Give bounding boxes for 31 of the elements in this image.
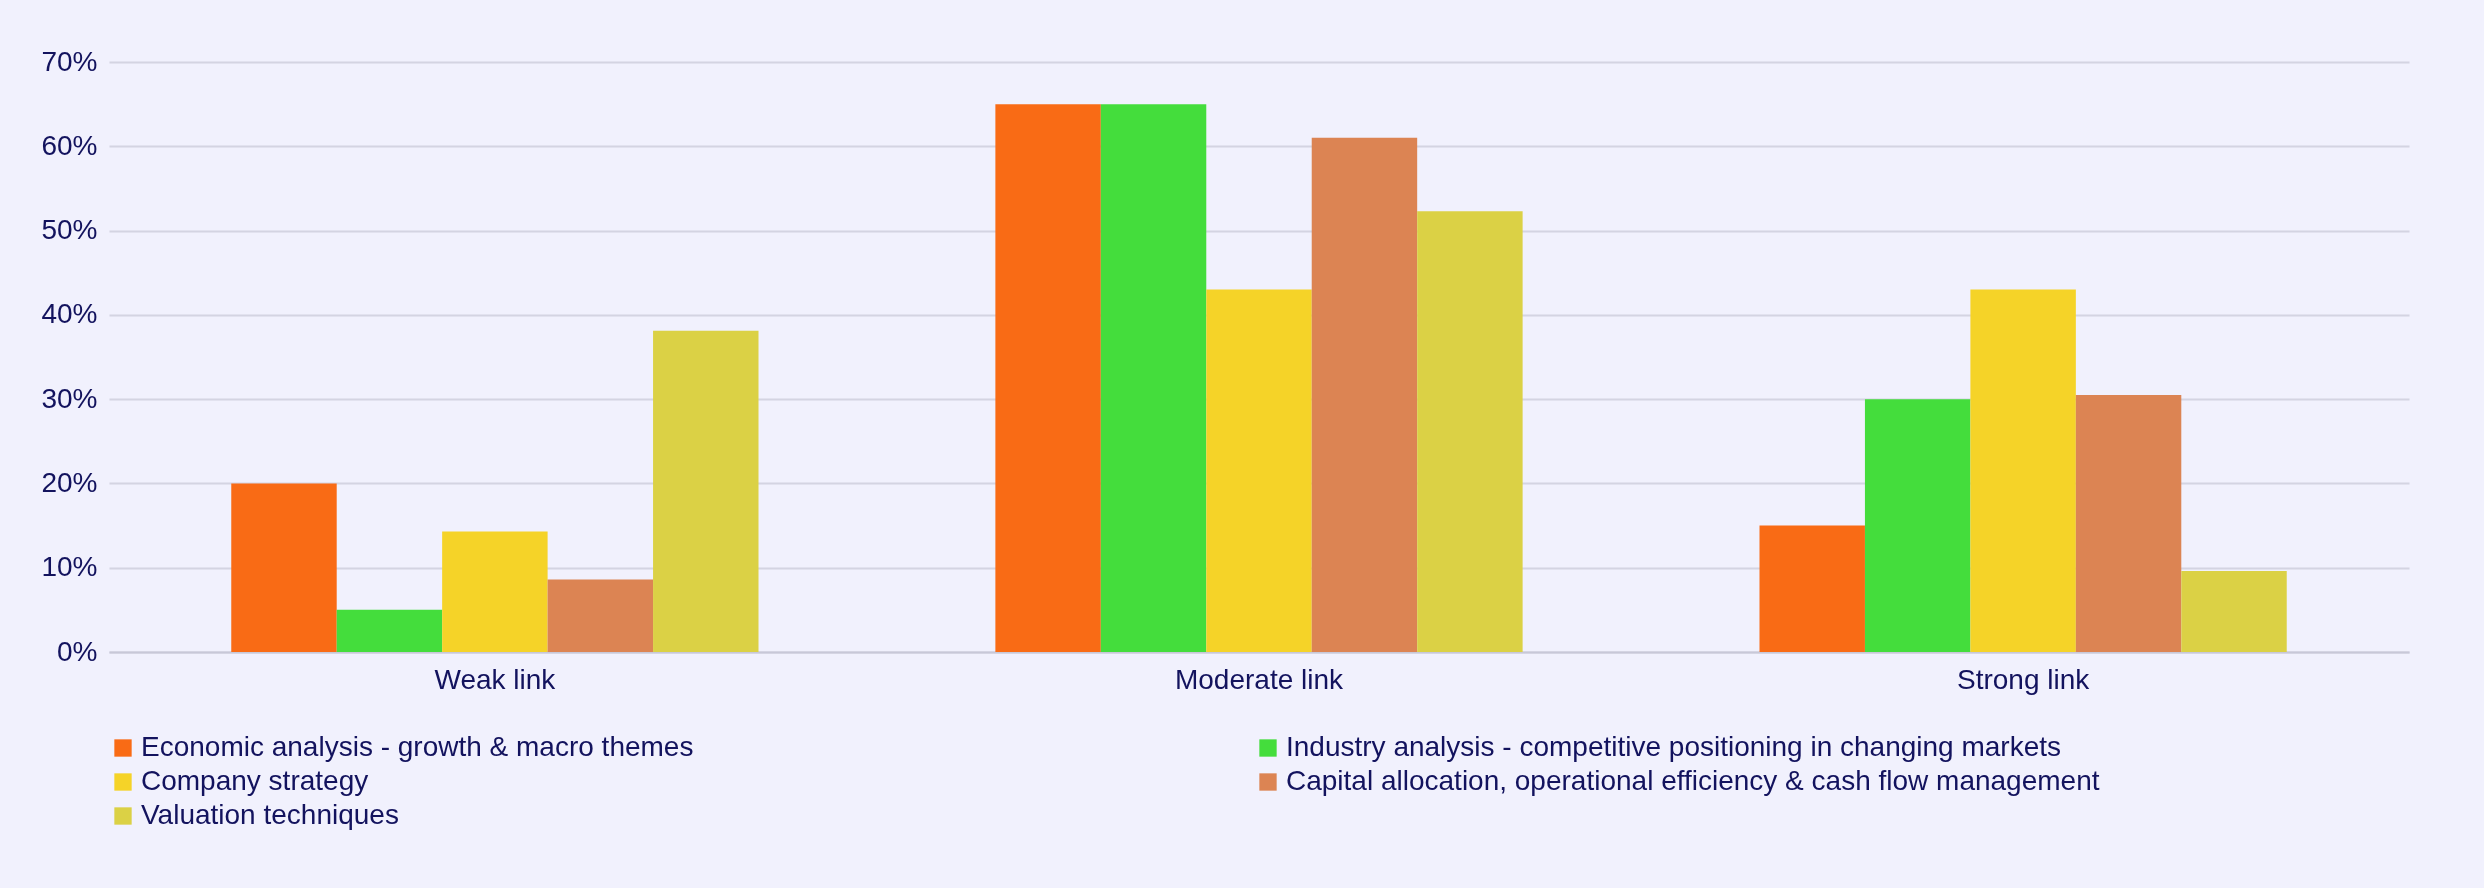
legend-label: Company strategy xyxy=(141,765,369,796)
y-tick-label: 40% xyxy=(41,298,98,330)
bar xyxy=(995,104,1101,652)
y-tick-label: 10% xyxy=(41,551,98,583)
bar xyxy=(1100,104,1207,652)
legend-label: Industry analysis - competitive positioning in changing markets xyxy=(1286,731,2062,762)
bar xyxy=(653,330,759,652)
x-tick-label: Weak link xyxy=(434,663,557,695)
bar xyxy=(1759,525,1865,652)
y-tick-label: 70% xyxy=(41,45,98,77)
y-tick-label: 20% xyxy=(41,466,98,498)
bar xyxy=(1970,289,2076,652)
legend-label: Valuation techniques xyxy=(141,799,399,830)
y-tick-label: 0% xyxy=(57,635,98,667)
x-tick-label: Strong link xyxy=(1956,663,2091,695)
x-tick-label: Moderate link xyxy=(1174,663,1345,695)
y-tick-label: 50% xyxy=(41,214,98,246)
y-tick-label: 60% xyxy=(41,129,98,161)
bar xyxy=(547,579,654,652)
y-tick-label: 30% xyxy=(41,382,98,414)
bar xyxy=(1311,137,1418,652)
bar xyxy=(336,609,443,652)
bar xyxy=(2075,394,2182,652)
bar xyxy=(2181,571,2287,652)
bar xyxy=(1417,211,1523,652)
bar xyxy=(442,531,548,652)
legend-label: Economic analysis - growth & macro themes xyxy=(141,731,694,762)
legend-label: Capital allocation, operational efficiency & cash flow management xyxy=(1286,765,2100,796)
bar xyxy=(1206,289,1312,652)
bar xyxy=(1864,399,1971,652)
bar xyxy=(231,483,337,652)
